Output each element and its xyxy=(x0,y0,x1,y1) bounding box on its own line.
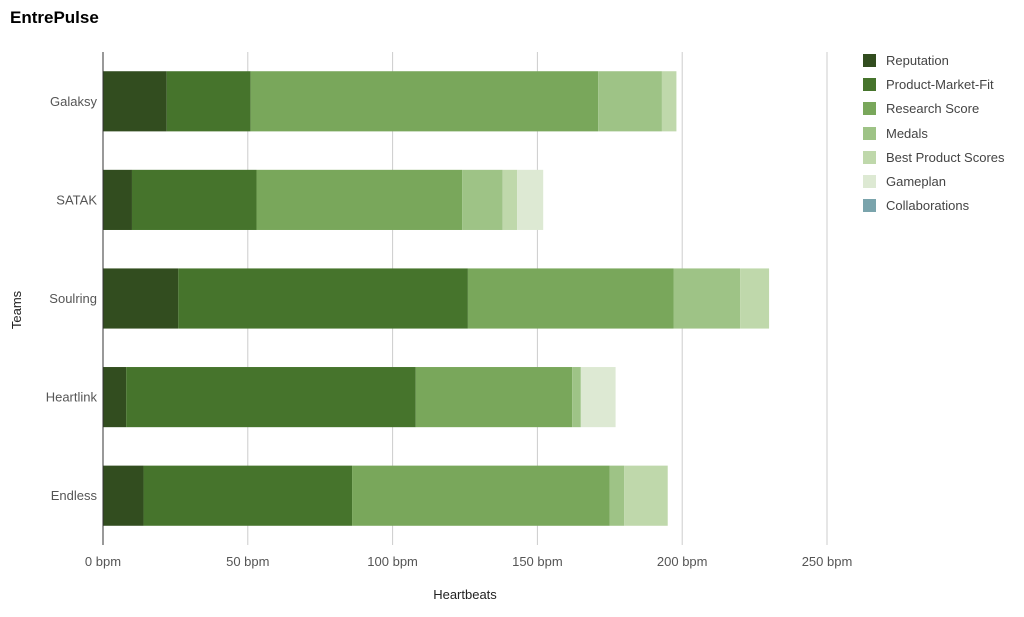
x-tick-labels: 0 bpm 50 bpm 100 bpm 150 bpm 200 bpm 250 bpm xyxy=(85,554,852,569)
legend-swatch xyxy=(863,199,876,213)
legend-label: Collaborations xyxy=(886,198,970,214)
bar-soulring-medals[interactable] xyxy=(673,268,741,329)
chart-title: EntrePulse xyxy=(10,8,99,27)
legend-item-collaborations[interactable]: Collaborations xyxy=(863,194,1005,218)
bar-satak-gameplan[interactable] xyxy=(517,169,544,230)
legend-swatch xyxy=(863,175,876,189)
legend-swatch xyxy=(863,150,876,164)
legend-item-research-score[interactable]: Research Score xyxy=(863,97,1005,121)
legend-label: Product-Market-Fit xyxy=(886,76,994,92)
y-category-labels: Galaksy SATAK Soulring Heartlink Endless xyxy=(46,94,98,503)
x-tick-label: 100 bpm xyxy=(367,554,418,569)
legend-item-best-product-scores[interactable]: Best Product Scores xyxy=(863,145,1005,169)
legend-item-medals[interactable]: Medals xyxy=(863,121,1005,145)
bar-satak-medals[interactable] xyxy=(462,169,503,230)
y-category-label: SATAK xyxy=(56,192,97,207)
legend-swatch xyxy=(863,53,876,67)
legend-swatch xyxy=(863,102,876,116)
legend-label: Medals xyxy=(886,125,928,141)
y-category-label: Galaksy xyxy=(50,94,97,109)
y-axis-title: Teams xyxy=(9,290,24,329)
bar-endless-medals[interactable] xyxy=(609,465,625,526)
bar-satak-reputation[interactable] xyxy=(103,169,132,230)
legend-label: Gameplan xyxy=(886,174,946,190)
bars xyxy=(103,71,770,526)
bar-galaksy-medals[interactable] xyxy=(598,71,662,132)
bar-endless-best-product-scores[interactable] xyxy=(624,465,668,526)
bar-heartlink-reputation[interactable] xyxy=(103,367,127,428)
legend-label: Reputation xyxy=(886,52,949,68)
y-category-label: Endless xyxy=(51,488,98,503)
bar-satak-product-market-fit[interactable] xyxy=(131,169,257,230)
bar-satak-research-score[interactable] xyxy=(256,169,463,230)
bar-satak-best-product-scores[interactable] xyxy=(502,169,518,230)
bar-heartlink-medals[interactable] xyxy=(572,367,581,428)
legend-item-product-market-fit[interactable]: Product-Market-Fit xyxy=(863,72,1005,96)
legend-item-reputation[interactable]: Reputation xyxy=(863,48,1005,72)
bar-endless-product-market-fit[interactable] xyxy=(143,465,353,526)
legend-swatch xyxy=(863,77,876,91)
x-tick-label: 200 bpm xyxy=(657,554,708,569)
legend-item-gameplan[interactable]: Gameplan xyxy=(863,169,1005,193)
bar-heartlink-research-score[interactable] xyxy=(415,367,573,428)
bar-endless-reputation[interactable] xyxy=(103,465,144,526)
x-tick-label: 0 bpm xyxy=(85,554,121,569)
bar-soulring-research-score[interactable] xyxy=(467,268,674,329)
x-tick-label: 50 bpm xyxy=(226,554,269,569)
legend-swatch xyxy=(863,126,876,140)
legend-label: Best Product Scores xyxy=(886,149,1005,165)
bar-galaksy-reputation[interactable] xyxy=(103,71,167,132)
bar-galaksy-product-market-fit[interactable] xyxy=(166,71,251,132)
bar-soulring-best-product-scores[interactable] xyxy=(740,268,770,329)
x-tick-label: 250 bpm xyxy=(802,554,853,569)
bar-galaksy-best-product-scores[interactable] xyxy=(661,71,677,132)
x-axis-title: Heartbeats xyxy=(433,587,497,602)
bar-soulring-reputation[interactable] xyxy=(103,268,179,329)
y-category-label: Soulring xyxy=(49,291,97,306)
bar-heartlink-gameplan[interactable] xyxy=(580,367,616,428)
bar-soulring-product-market-fit[interactable] xyxy=(178,268,468,329)
x-tick-label: 150 bpm xyxy=(512,554,563,569)
bar-galaksy-research-score[interactable] xyxy=(250,71,599,132)
bar-endless-research-score[interactable] xyxy=(352,465,610,526)
bar-heartlink-product-market-fit[interactable] xyxy=(126,367,416,428)
legend-label: Research Score xyxy=(886,101,980,117)
y-category-label: Heartlink xyxy=(46,390,98,405)
legend: Reputation Product-Market-Fit Research Sco… xyxy=(863,48,1005,218)
